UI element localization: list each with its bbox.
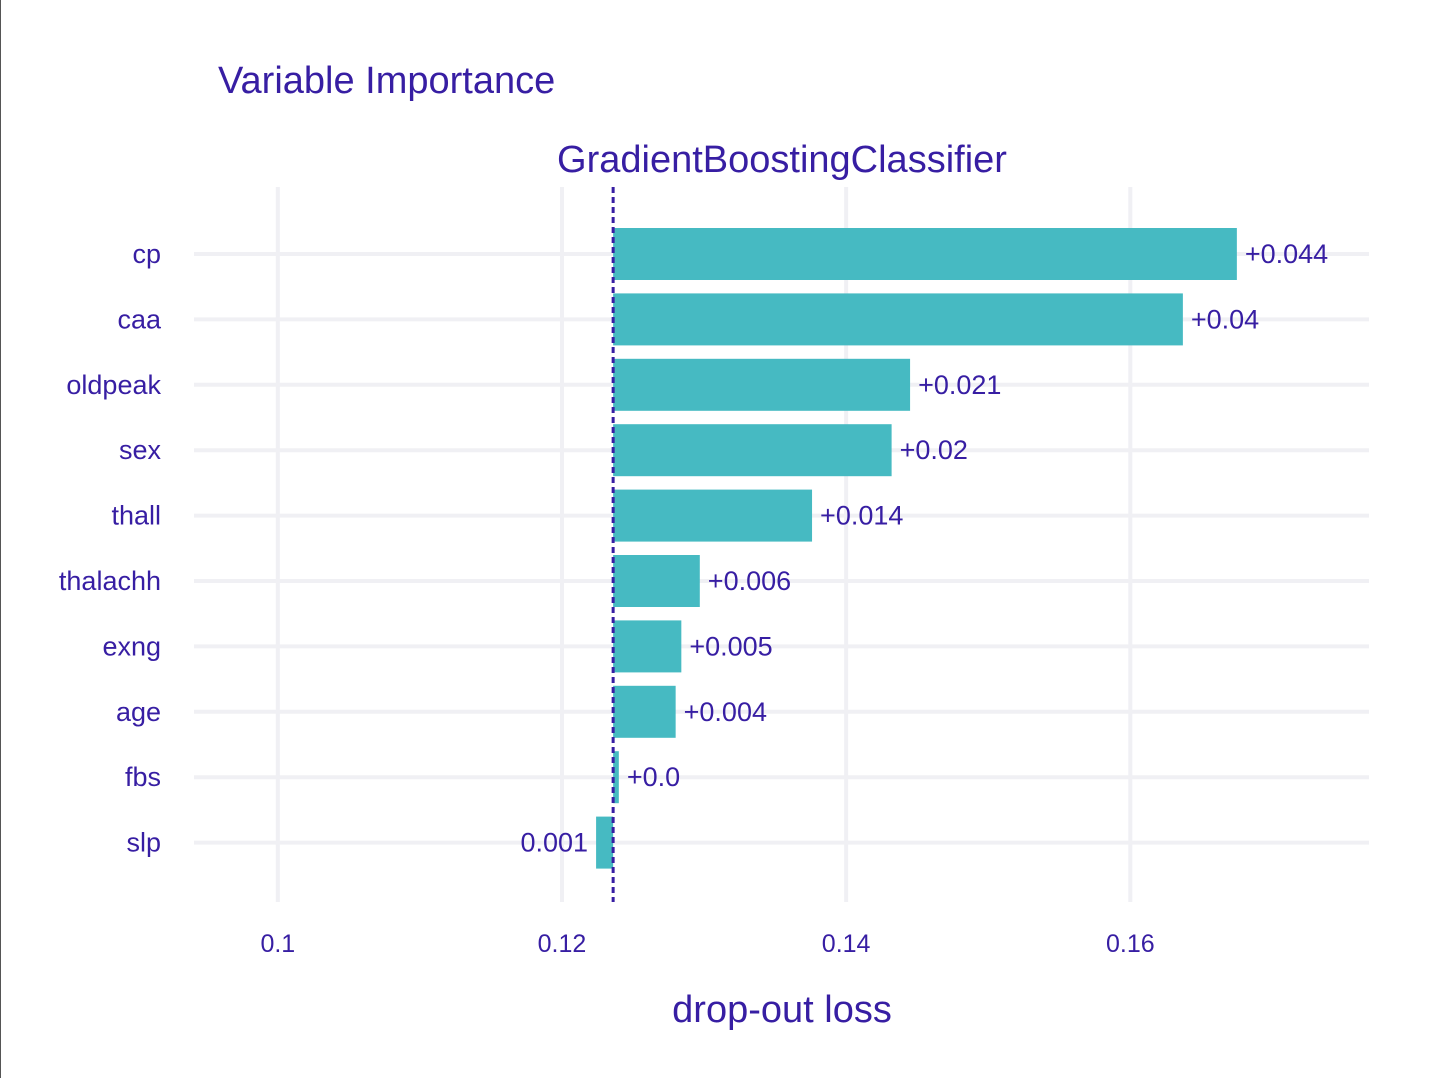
x-axis-tick-labels: 0.1 0.12 0.14 0.16 bbox=[260, 930, 1154, 958]
y-tick-label: fbs bbox=[125, 762, 161, 792]
y-axis-labels: cp caa oldpeak sex thall thalachh exng age fbs sl… bbox=[59, 239, 162, 858]
bar-cp bbox=[613, 228, 1237, 280]
bar-thalachh bbox=[613, 555, 700, 607]
bar-slp bbox=[596, 816, 614, 869]
bar-value-labels: +0.044 +0.04 +0.021 +0.02 +0.014 +0.006 +0.005… bbox=[521, 239, 1329, 858]
x-axis-label: drop-out loss bbox=[672, 989, 892, 1031]
bar-thall bbox=[613, 489, 813, 542]
bar-value-label: +0.005 bbox=[689, 631, 772, 661]
y-tick-label: caa bbox=[117, 304, 162, 334]
x-tick-label: 0.14 bbox=[822, 930, 871, 958]
y-tick-label: oldpeak bbox=[66, 370, 161, 400]
y-tick-label: cp bbox=[132, 239, 161, 269]
chart-subtitle: GradientBoostingClassifier bbox=[557, 139, 1007, 181]
bar-value-label: +0.014 bbox=[820, 501, 903, 531]
bar-value-label: 0.001 bbox=[521, 828, 589, 858]
bar-exng bbox=[613, 620, 682, 673]
bar-value-label: +0.044 bbox=[1245, 239, 1328, 269]
y-tick-label: exng bbox=[102, 631, 161, 661]
bar-value-label: +0.004 bbox=[684, 697, 767, 727]
y-tick-label: slp bbox=[126, 828, 161, 858]
y-tick-label: thall bbox=[111, 501, 161, 531]
bar-age bbox=[613, 685, 676, 738]
y-tick-label: sex bbox=[119, 435, 162, 465]
bar-fbs bbox=[613, 751, 619, 804]
y-tick-label: age bbox=[116, 697, 161, 727]
bar-oldpeak bbox=[613, 358, 911, 411]
bar-value-label: +0.021 bbox=[918, 370, 1001, 400]
x-tick-label: 0.16 bbox=[1106, 930, 1155, 958]
bar-value-label: +0.006 bbox=[708, 566, 791, 596]
bar-caa bbox=[613, 293, 1183, 346]
bar-value-label: +0.02 bbox=[900, 435, 968, 465]
y-tick-label: thalachh bbox=[59, 566, 161, 596]
bar-value-label: +0.0 bbox=[627, 762, 680, 792]
x-tick-label: 0.12 bbox=[538, 930, 587, 958]
x-tick-label: 0.1 bbox=[260, 930, 295, 958]
bars bbox=[596, 228, 1237, 869]
bar-sex bbox=[613, 424, 892, 477]
chart-title: Variable Importance bbox=[218, 60, 555, 102]
bar-value-label: +0.04 bbox=[1191, 304, 1259, 334]
